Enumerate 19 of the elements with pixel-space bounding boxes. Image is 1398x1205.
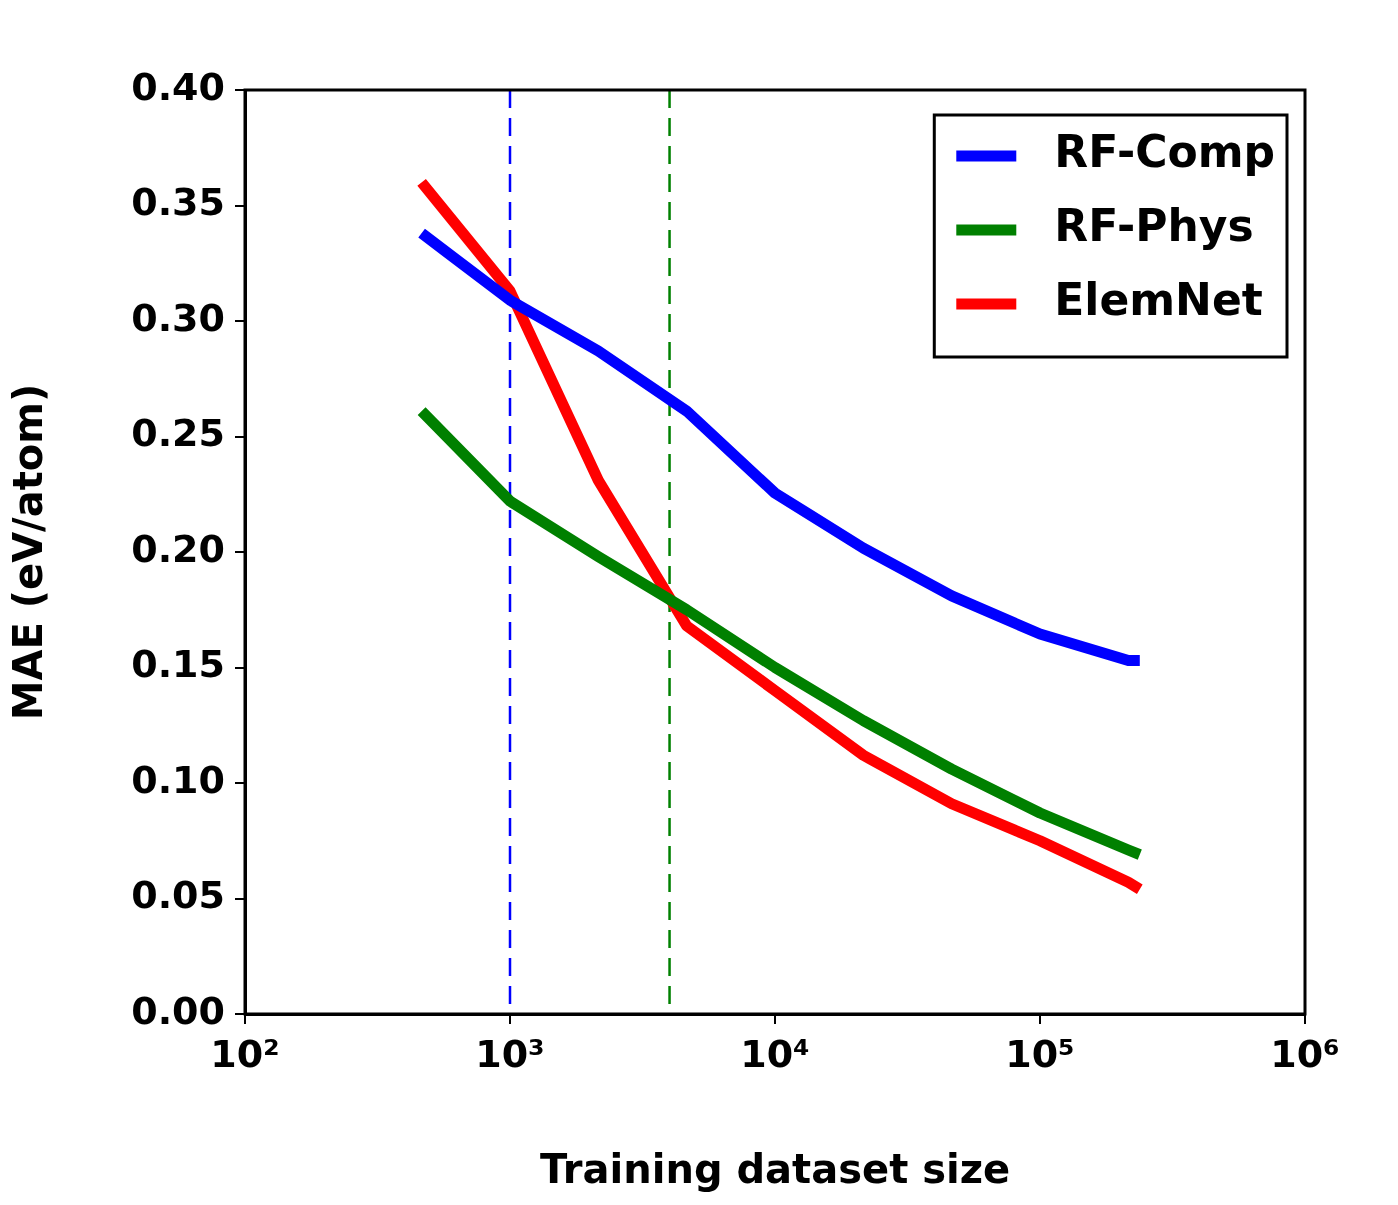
y-tick-label: 0.15	[131, 642, 225, 687]
y-tick-label: 0.20	[131, 526, 225, 571]
x-tick-label: 10⁶	[1270, 1031, 1340, 1076]
legend-label: ElemNet	[1054, 274, 1263, 326]
legend-label: RF-Comp	[1054, 126, 1276, 178]
x-tick-label: 10³	[475, 1031, 545, 1076]
y-tick-label: 0.30	[131, 295, 225, 340]
x-tick-label: 10⁴	[740, 1031, 810, 1076]
y-tick-label: 0.10	[131, 757, 225, 802]
y-tick-label: 0.40	[131, 64, 225, 109]
y-tick-label: 0.35	[131, 180, 225, 225]
y-axis-title: MAE (eV/atom)	[5, 383, 52, 721]
y-tick-label: 0.05	[131, 873, 225, 918]
x-tick-label: 10⁵	[1005, 1031, 1075, 1076]
y-tick-label: 0.25	[131, 411, 225, 456]
x-tick-label: 10²	[210, 1031, 280, 1076]
x-axis-title: Training dataset size	[539, 1146, 1011, 1193]
y-tick-label: 0.00	[131, 988, 225, 1033]
legend-label: RF-Phys	[1054, 200, 1254, 252]
